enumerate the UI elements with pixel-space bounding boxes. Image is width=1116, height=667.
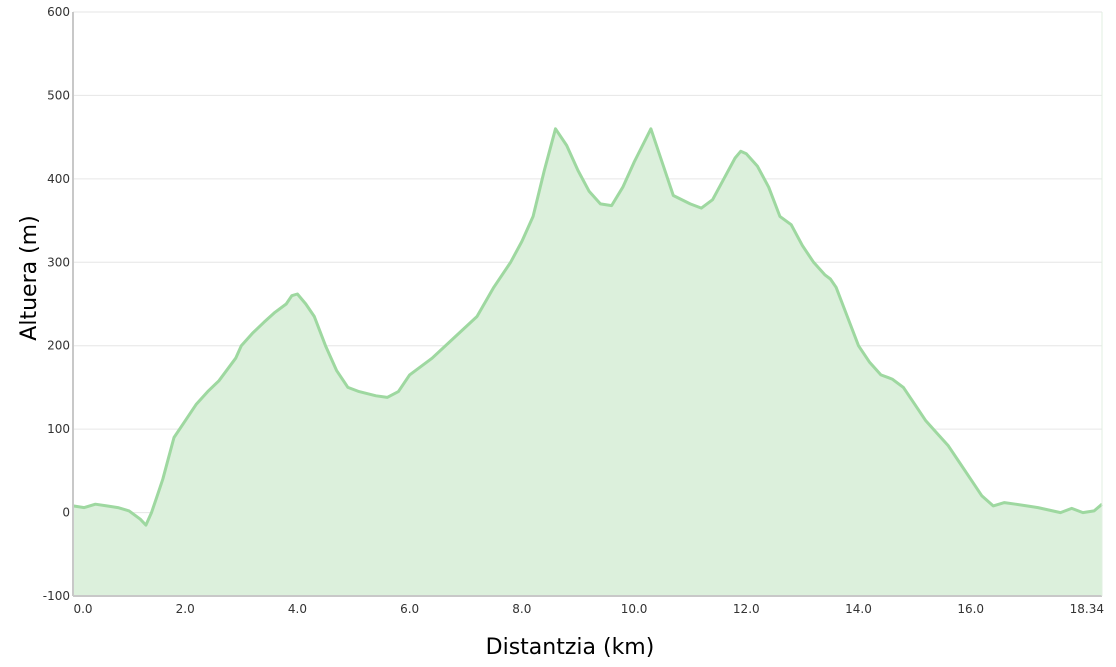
elevation-line [72, 127, 1103, 527]
y-tick-label: 0 [62, 506, 70, 520]
y-tick-label: 600 [47, 5, 70, 19]
y-tick-label: -100 [43, 589, 70, 603]
x-tick-label: 2.0 [176, 602, 195, 616]
x-axis-ticks: 0.0 2.0 4.0 6.0 8.0 10.0 12.0 14.0 16.0 18.34 [73, 602, 1104, 616]
y-tick-label: 300 [47, 255, 70, 269]
y-axis-ticks: -100 0 100 200 300 400 500 600 [43, 5, 70, 603]
x-tick-label: 14.0 [845, 602, 872, 616]
x-tick-label: 18.34 [1070, 602, 1104, 616]
y-axis-title: Altuera (m) [17, 215, 42, 340]
y-tick-label: 400 [47, 172, 70, 186]
x-tick-label: 6.0 [400, 602, 419, 616]
x-tick-label: 4.0 [288, 602, 307, 616]
y-tick-label: 200 [47, 339, 70, 353]
x-tick-label: 12.0 [733, 602, 760, 616]
elevation-area [73, 128, 1102, 597]
y-tick-label: 100 [47, 422, 70, 436]
x-axis-title: Distantzia (km) [486, 635, 655, 660]
x-tick-label: 16.0 [957, 602, 984, 616]
x-tick-label: 0.0 [73, 602, 92, 616]
x-tick-label: 10.0 [621, 602, 648, 616]
y-tick-label: 500 [47, 88, 70, 102]
x-tick-label: 8.0 [512, 602, 531, 616]
